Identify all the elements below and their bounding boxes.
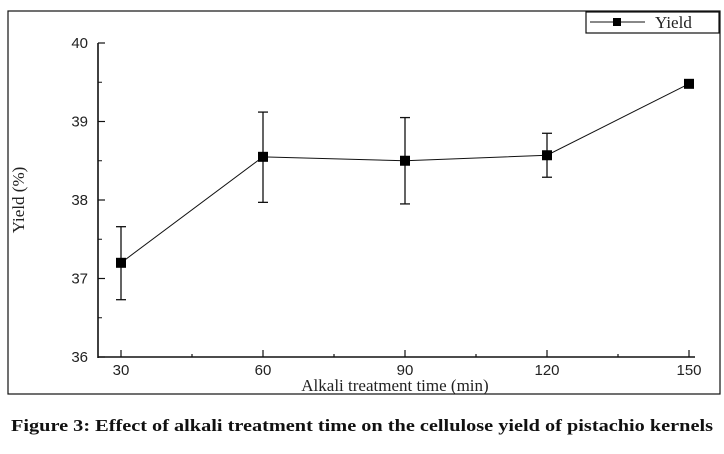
data-point <box>684 78 694 89</box>
x-tick-label: 150 <box>676 362 701 379</box>
x-tick-label: 90 <box>397 362 414 379</box>
data-point <box>400 155 410 166</box>
x-tick-label: 60 <box>255 362 272 379</box>
y-tick-label: 36 <box>71 349 88 366</box>
legend: Yield <box>585 11 720 34</box>
y-tick-label: 39 <box>71 114 88 131</box>
x-tick-label: 30 <box>113 362 130 379</box>
y-tick-label: 38 <box>71 192 88 209</box>
figure-caption: Figure 3: Effect of alkali treatment tim… <box>11 416 713 435</box>
legend-box <box>585 11 720 34</box>
data-point <box>542 150 552 161</box>
y-axis-label: Yield (%) <box>9 167 28 234</box>
y-tick-label: 40 <box>71 35 88 52</box>
legend-label: Yield <box>655 13 692 32</box>
x-tick-label: 120 <box>534 362 559 379</box>
legend-marker <box>613 18 621 26</box>
plot-frame <box>7 10 721 395</box>
data-point <box>116 257 126 268</box>
x-axis-label: Alkali treatment time (min) <box>301 376 488 395</box>
data-point <box>258 151 268 162</box>
y-tick-label: 37 <box>71 271 88 288</box>
